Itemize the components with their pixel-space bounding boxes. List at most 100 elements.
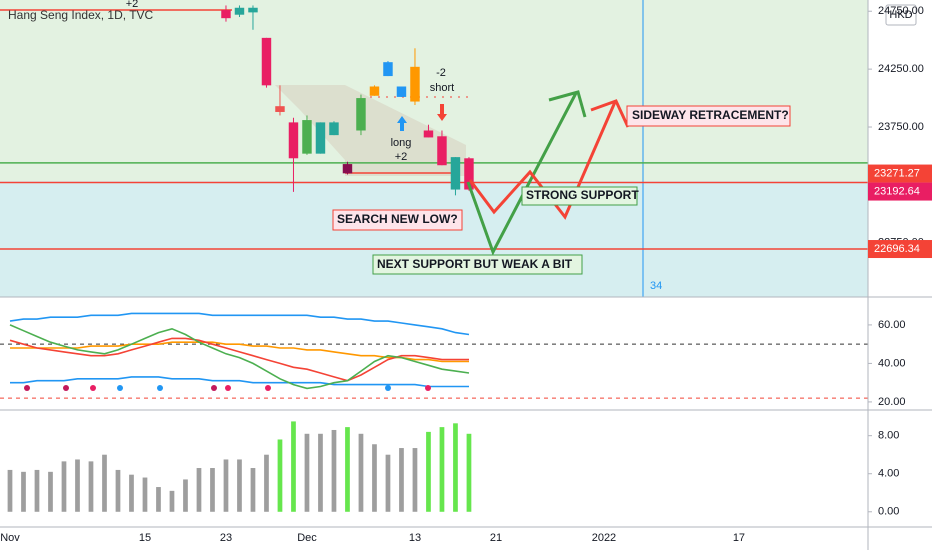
price-label-box: [868, 240, 932, 259]
green-arrowhead: [548, 90, 587, 118]
volume-bar: [358, 433, 364, 512]
volume-bar: [331, 429, 337, 512]
trade-qty: -2: [436, 67, 446, 79]
price-label: 23192.64: [874, 185, 920, 197]
indicator-line: [9, 337, 469, 382]
red-arrowhead: [590, 99, 630, 128]
candle-body: [234, 7, 245, 15]
volume-bar: [210, 468, 215, 512]
volume-bar: [318, 433, 323, 512]
signal-dot: [265, 385, 271, 391]
volume-bar: [34, 469, 40, 512]
signal-dot: [225, 385, 231, 391]
red-path: [468, 101, 617, 220]
signal-dot: [157, 385, 163, 391]
candle-body: [396, 86, 407, 97]
green-path: [466, 92, 578, 256]
trade-qty: +2: [126, 0, 139, 10]
marks-layer: [0, 5, 868, 512]
signal-dot: [90, 385, 96, 391]
candle-body: [450, 157, 461, 190]
x-tick-label: 23: [220, 532, 232, 544]
candle-body: [437, 136, 447, 166]
candle-body: [356, 98, 366, 131]
volume-bar: [277, 439, 283, 512]
price-label-box: [868, 182, 932, 201]
candle-body: [221, 10, 231, 19]
x-tick-label: 13: [409, 532, 421, 544]
note-box: [521, 186, 638, 206]
chart-title: Hang Seng Index, 1D, TVC: [8, 8, 154, 22]
volume-bar: [48, 471, 53, 512]
long-arrow: [397, 116, 407, 131]
indicator-line: [9, 312, 470, 336]
volume-bar: [237, 459, 242, 512]
note-box: [332, 209, 463, 231]
volume-bar: [129, 474, 134, 512]
volume-bar: [426, 431, 431, 512]
indicator-line: [9, 324, 470, 390]
volume-bar: [61, 461, 67, 512]
x-tick-label: 15: [139, 532, 151, 544]
volume-bar: [223, 459, 229, 512]
note-text: SEARCH NEW LOW?: [337, 212, 458, 226]
trade-qty: +2: [395, 151, 408, 163]
volume-bar: [304, 433, 310, 512]
y-tick-label: 4.00: [878, 468, 899, 480]
x-tick-label: 2022: [592, 532, 616, 544]
signal-dot: [211, 385, 217, 391]
volume-bar: [345, 427, 350, 512]
price-label-box: [868, 164, 932, 183]
candle-body: [288, 122, 299, 159]
volume-bar: [453, 423, 458, 512]
volume-bar: [7, 469, 13, 512]
volume-bar: [250, 468, 256, 512]
volume-bar: [412, 448, 418, 512]
candle-body: [329, 122, 339, 136]
note-text: NEXT SUPPORT BUT WEAK A BIT: [377, 257, 573, 271]
candle-body: [369, 86, 380, 96]
candle-body: [302, 120, 312, 154]
candle-body: [248, 7, 258, 13]
trade-label: short: [430, 82, 454, 94]
trade-label: long: [391, 137, 412, 149]
price-label: 22696.34: [874, 243, 920, 255]
y-tick-label: 40.00: [878, 357, 906, 369]
volume-bar: [21, 471, 26, 512]
candle-body: [410, 66, 420, 102]
indicator-line: [10, 376, 469, 388]
y-tick-label: 0.00: [878, 506, 899, 518]
volume-bar: [183, 479, 188, 512]
volume-bar: [142, 477, 148, 512]
cursor-label: 34: [650, 280, 662, 292]
volume-bar: [88, 461, 94, 512]
note-box: [372, 254, 583, 275]
y-tick-label: 24750.00: [878, 5, 924, 17]
candle-body: [315, 122, 326, 154]
volume-bar: [385, 454, 391, 512]
y-tick-label: 60.00: [878, 319, 906, 331]
x-tick-label: 17: [733, 532, 745, 544]
volume-bar: [196, 468, 202, 512]
currency: HKD: [889, 9, 912, 21]
candle-body: [464, 158, 474, 190]
signal-dot: [385, 385, 391, 391]
candle-body: [261, 37, 272, 86]
y-tick-label: 8.00: [878, 430, 899, 442]
volume-bar: [75, 459, 80, 512]
volume-bar: [115, 469, 121, 512]
note-text: STRONG SUPPORT: [526, 188, 639, 202]
y-tick-label: 24250.00: [878, 63, 924, 75]
candle-body: [342, 164, 353, 174]
volume-bar: [264, 454, 269, 512]
signal-dot: [24, 385, 30, 391]
note-box: [626, 105, 791, 127]
volume-bar: [439, 427, 445, 512]
x-tick-label: 21: [490, 532, 502, 544]
signal-dot: [425, 385, 431, 391]
x-tick-label: Nov: [0, 532, 20, 544]
candle-body: [275, 106, 285, 112]
x-tick-label: Dec: [297, 532, 317, 544]
y-tick-label: 20.00: [878, 396, 906, 408]
